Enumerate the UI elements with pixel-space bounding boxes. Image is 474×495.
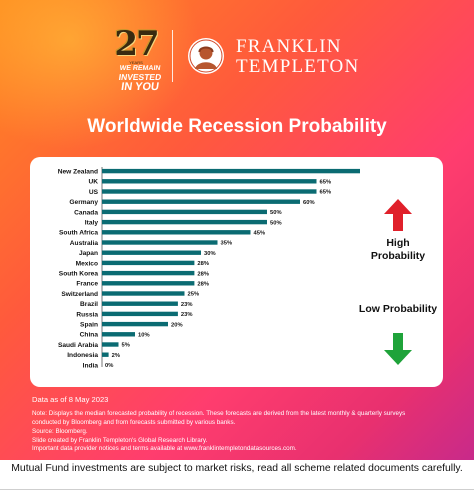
chart-card: New Zealand80%UK65%US65%Germany60%Canada… [30, 157, 443, 387]
note-line-5: Important data provider notices and term… [32, 445, 297, 453]
category-label: US [89, 189, 99, 196]
value-label: 23% [181, 312, 193, 318]
bar-new-zealand [102, 168, 360, 174]
value-label: 28% [197, 271, 209, 277]
bar-south-korea [102, 270, 195, 276]
company-name-line-2: TEMPLETON [236, 56, 360, 77]
bar-mexico [102, 260, 195, 266]
bar-switzerland [102, 291, 185, 296]
bar-indonesia [102, 352, 109, 357]
category-label: Russia [76, 311, 98, 318]
value-label: 45% [254, 231, 266, 237]
probability-legend: High Probability Low Probability [358, 157, 438, 387]
high-probability-label: High Probability [370, 237, 426, 263]
poster-background: 27 YEARS WE REMAIN INVESTED IN YOU FRANK… [0, 0, 474, 460]
value-label: 20% [171, 322, 183, 328]
category-label: Switzerland [61, 291, 98, 298]
value-label: 35% [221, 241, 233, 247]
category-label: South Korea [59, 271, 99, 278]
category-label: Spain [80, 322, 98, 329]
logo-divider [172, 30, 173, 82]
note-line-4: Slide created by Franklin Templeton's Gl… [32, 436, 208, 444]
bar-spain [102, 321, 168, 327]
category-label: Brazil [80, 301, 98, 308]
value-label: 25% [188, 292, 200, 298]
category-label: New Zealand [58, 169, 98, 176]
low-probability-label: Low Probability [358, 303, 438, 315]
value-label: 60% [303, 200, 315, 206]
category-label: Indonesia [67, 352, 98, 359]
note-line-3: Source: Bloomberg. [32, 427, 88, 435]
category-label: Italy [85, 220, 99, 227]
value-label: 2% [112, 353, 120, 359]
bar-germany [102, 199, 300, 204]
bar-canada [102, 209, 267, 215]
value-label: 50% [270, 210, 282, 216]
bar-brazil [102, 301, 178, 306]
arrow-up-icon [384, 199, 412, 231]
category-label: Saudi Arabia [58, 342, 98, 349]
chart-title: Worldwide Recession Probability [87, 116, 387, 137]
bar-uk [102, 179, 317, 184]
value-label: 10% [138, 333, 150, 339]
value-label: 23% [181, 302, 193, 308]
bar-italy [102, 219, 267, 225]
company-name-line-1: FRANKLIN [236, 36, 342, 57]
category-label: China [80, 332, 99, 339]
category-label: Germany [69, 199, 98, 206]
value-label: 28% [197, 282, 209, 288]
note-line-2: conducted by Bloomberg and from forecast… [32, 419, 236, 427]
bar-japan [102, 250, 201, 255]
recession-bar-chart: New Zealand80%UK65%US65%Germany60%Canada… [58, 167, 360, 369]
category-label: UK [88, 179, 98, 186]
arrow-down-icon [384, 333, 412, 365]
bar-south-africa [102, 230, 251, 235]
bar-china [102, 332, 135, 337]
value-label: 30% [204, 251, 216, 257]
category-label: India [83, 362, 99, 369]
category-label: Australia [70, 240, 99, 247]
bar-russia [102, 311, 178, 317]
mutual-fund-disclaimer: Mutual Fund investments are subject to m… [11, 463, 463, 474]
anniversary-years-text: YEARS [129, 60, 143, 65]
anniversary-number: 27 [114, 24, 159, 64]
value-label: 65% [320, 190, 332, 196]
value-label: 5% [122, 343, 130, 349]
chart-notes: Data as of 8 May 2023 Note: Displays the… [32, 395, 452, 454]
anniversary-logo: 27 YEARS WE REMAIN INVESTED IN YOU [112, 24, 162, 93]
category-label: France [76, 281, 98, 288]
bottom-divider [0, 489, 474, 490]
data-as-of: Data as of 8 May 2023 [32, 395, 109, 404]
category-label: Japan [79, 250, 98, 257]
bar-us [102, 189, 317, 194]
value-label: 65% [320, 180, 332, 186]
note-line-1: Note: Displays the median forecasted pro… [32, 410, 406, 418]
category-label: Canada [74, 209, 98, 216]
category-label: South Africa [59, 230, 98, 237]
value-label: 0% [105, 363, 113, 369]
value-label: 50% [270, 220, 282, 226]
tagline-line-3: IN YOU [120, 81, 160, 93]
category-label: Mexico [76, 260, 98, 267]
bar-saudi-arabia [102, 342, 119, 347]
background-glow [0, 0, 200, 150]
franklin-portrait-seal-icon [188, 38, 224, 74]
bar-france [102, 281, 195, 286]
tagline-line-1: WE REMAIN [119, 65, 161, 72]
value-label: 28% [197, 261, 209, 267]
bar-australia [102, 240, 218, 245]
